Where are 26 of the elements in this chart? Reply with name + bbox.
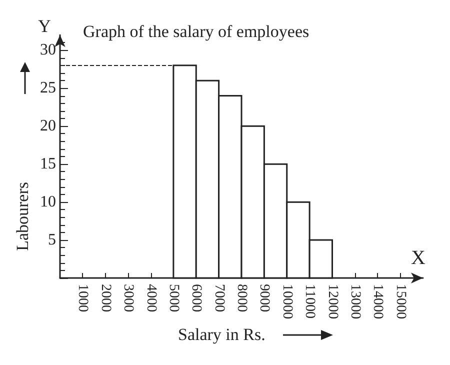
text: Y xyxy=(38,16,51,36)
chart-title: Graph of the salary of employees xyxy=(83,22,310,41)
x-tick-label: 6000 xyxy=(188,284,204,312)
y-tick-label: 25 xyxy=(40,80,56,97)
y-tick-label: 10 xyxy=(40,194,56,211)
y-axis-title: Labourers xyxy=(13,182,32,251)
x-tick-label: 3000 xyxy=(120,284,136,312)
annotation: X xyxy=(411,247,426,269)
x-tick-label: 2000 xyxy=(98,284,113,312)
y-tick-label: 15 xyxy=(40,156,56,173)
x-tick-label: 8000 xyxy=(234,284,249,312)
x-tick-label: 4000 xyxy=(143,284,158,312)
x-tick-label: 14000 xyxy=(370,284,386,319)
x-tick-label: 13000 xyxy=(347,284,362,319)
x-tick-label: 12000 xyxy=(324,284,340,319)
y-tick-label: 5 xyxy=(48,232,56,249)
x-tick-label: 9000 xyxy=(256,284,272,312)
x-tick-label: 1000 xyxy=(75,284,90,312)
x-tick-label: 10000 xyxy=(279,284,294,319)
x-axis-title: Salary in Rs. xyxy=(178,325,266,344)
y-tick-label: 30 xyxy=(40,42,56,59)
x-tick-label: 15000 xyxy=(392,284,408,319)
x-tick-label: 7000 xyxy=(211,284,226,312)
x-tick-label: 5000 xyxy=(166,284,181,312)
y-tick-label: 20 xyxy=(40,118,56,135)
x-tick-label: 11000 xyxy=(302,284,318,318)
